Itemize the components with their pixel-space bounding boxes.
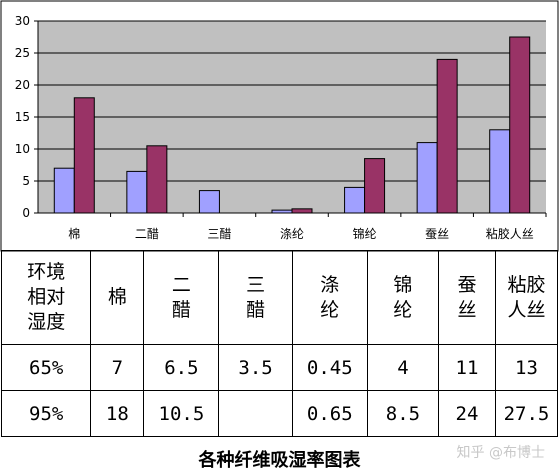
x-tick-label: 二醋: [135, 226, 159, 241]
y-tick-label: 0: [22, 206, 30, 220]
bar: [291, 208, 313, 214]
y-tick-label: 5: [22, 174, 30, 188]
bar: [344, 186, 366, 214]
bar: [364, 158, 386, 214]
x-tick-label: 锦纶: [353, 227, 377, 241]
bar: [146, 145, 168, 214]
header-cell-diacetate: 二醋: [143, 250, 220, 345]
table-cell: 0.45: [291, 344, 368, 391]
y-tick-label: 25: [15, 46, 30, 60]
y-tick-label: 10: [15, 142, 30, 156]
header-cell-polyester: 涤纶: [291, 250, 368, 345]
x-tick-label: 粘胶人丝: [486, 226, 534, 241]
bar: [73, 97, 95, 214]
table-row: 95% 18 10.5 0.65 8.5 24 27.5: [0, 390, 559, 437]
y-tick-label: 15: [15, 110, 30, 124]
table-cell: 65%: [0, 344, 92, 391]
table-cell: 18: [90, 390, 145, 437]
header-cell-triacetate: 三醋: [218, 250, 293, 345]
bar-chart: 0 5 10 15 20 25 30 棉 二醋 三醋 涤纶 锦纶 蚕丝 粘胶人丝: [0, 0, 559, 252]
table-cell: 4: [366, 344, 440, 391]
y-tick-label: 20: [15, 78, 30, 92]
table-row: 65% 7 6.5 3.5 0.45 4 11 13: [0, 344, 559, 391]
bar: [126, 170, 148, 214]
x-tick-label: 三醋: [207, 226, 231, 241]
x-tick-label: 棉: [68, 227, 80, 241]
y-tick-label: 30: [15, 14, 30, 28]
bar: [416, 142, 438, 214]
x-tick-label: 蚕丝: [425, 227, 449, 241]
gridlines: [38, 20, 546, 182]
table-cell: 0.65: [291, 390, 368, 437]
table-cell: 8.5: [366, 390, 440, 437]
header-cell-cotton: 棉: [90, 250, 145, 345]
axes: [34, 20, 547, 217]
table-cell: [218, 390, 293, 437]
table-cell: 6.5: [143, 344, 220, 391]
bar: [53, 167, 75, 214]
table-cell: 13: [494, 344, 559, 391]
header-cell-nylon: 锦纶: [366, 250, 440, 345]
y-tick-labels: 0 5 10 15 20 25 30: [15, 14, 30, 220]
header-cell-humidity: 环境 相对 湿度: [0, 250, 92, 345]
bars: [53, 36, 531, 214]
bar: [198, 190, 220, 214]
table-cell: 7: [90, 344, 145, 391]
x-tick-labels: 棉 二醋 三醋 涤纶 锦纶 蚕丝 粘胶人丝: [68, 226, 533, 241]
chart-caption: 各种纤维吸湿率图表: [198, 450, 361, 471]
header-cell-silk: 蚕丝: [438, 250, 496, 345]
x-tick-label: 涤纶: [280, 227, 304, 241]
table-cell: 95%: [0, 390, 92, 437]
table-cell: 10.5: [143, 390, 220, 437]
data-table: 环境 相对 湿度 棉 二醋 三醋 涤纶 锦纶 蚕丝 粘胶 人丝 65% 7 6.5 3…: [0, 250, 559, 437]
table-header-row: 环境 相对 湿度 棉 二醋 三醋 涤纶 锦纶 蚕丝 粘胶 人丝: [0, 250, 559, 345]
table-cell: 3.5: [218, 344, 293, 391]
table-cell: 11: [438, 344, 496, 391]
header-cell-viscose: 粘胶 人丝: [494, 250, 559, 345]
table-cell: 27.5: [494, 390, 559, 437]
watermark: 知乎 @布博士: [456, 445, 545, 461]
bar: [509, 36, 531, 214]
bar: [489, 129, 511, 214]
table-cell: 24: [438, 390, 496, 437]
bar: [436, 58, 458, 214]
